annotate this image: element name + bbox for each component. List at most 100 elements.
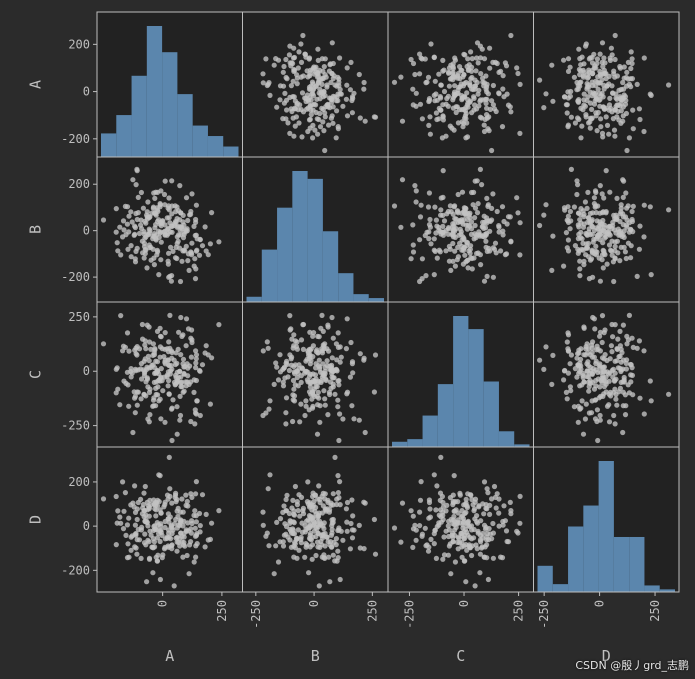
scatter-point: [496, 69, 502, 75]
scatter-point: [419, 531, 425, 537]
scatter-point: [330, 516, 336, 523]
scatter-point: [583, 252, 589, 258]
scatter-point: [266, 406, 272, 412]
scatter-point: [144, 579, 150, 585]
scatter-point: [587, 125, 593, 131]
scatter-point: [126, 515, 132, 521]
y-tick-label: -200: [61, 563, 90, 577]
scatter-point: [167, 312, 173, 318]
panel-D-vs-D: [533, 446, 680, 593]
scatter-point: [362, 500, 368, 506]
scatter-point: [445, 552, 451, 558]
scatter-point: [666, 391, 672, 397]
scatter-point: [183, 527, 189, 533]
scatter-point: [120, 218, 127, 224]
scatter-point: [634, 345, 640, 351]
scatter-point: [306, 86, 313, 92]
scatter-point: [463, 496, 469, 502]
scatter-point: [617, 258, 623, 264]
scatter-point: [332, 454, 338, 460]
scatter-point: [413, 537, 419, 543]
scatter-point: [543, 91, 549, 97]
scatter-point: [438, 195, 444, 201]
scatter-point: [178, 352, 184, 358]
scatter-point: [465, 518, 471, 525]
scatter-point: [565, 95, 572, 101]
scatter-point: [515, 210, 521, 216]
histogram-bar: [146, 26, 163, 157]
scatter-point: [173, 350, 179, 356]
scatter-point: [335, 404, 341, 410]
scatter-point: [132, 483, 138, 489]
scatter-point: [171, 222, 177, 229]
scatter-point: [641, 55, 647, 61]
scatter-point: [157, 344, 163, 350]
scatter-point: [321, 64, 327, 70]
scatter-point: [454, 104, 460, 110]
scatter-point: [578, 363, 584, 369]
histogram-bar: [644, 585, 660, 592]
scatter-point: [465, 491, 471, 497]
scatter-point: [479, 224, 485, 230]
histogram-bar: [407, 439, 423, 447]
scatter-point: [177, 245, 183, 251]
scatter-point: [550, 98, 556, 104]
scatter-point: [293, 114, 299, 120]
scatter-point: [319, 105, 325, 111]
scatter-point: [443, 248, 449, 254]
panel-background: [533, 157, 679, 302]
scatter-point: [576, 97, 582, 103]
scatter-point: [565, 68, 572, 74]
panel-A-vs-C: [387, 11, 534, 158]
scatter-point: [480, 219, 486, 225]
scatter-point: [485, 576, 491, 583]
scatter-point: [459, 237, 465, 243]
scatter-point: [132, 256, 138, 262]
scatter-point: [490, 191, 496, 197]
scatter-point: [620, 79, 626, 86]
scatter-point: [417, 214, 424, 220]
scatter-point: [626, 390, 633, 396]
scatter-point: [433, 507, 439, 513]
scatter-point: [613, 396, 619, 402]
scatter-point: [349, 110, 355, 116]
scatter-point: [343, 506, 349, 512]
scatter-point: [328, 500, 334, 506]
scatter-point: [150, 570, 156, 576]
scatter-point: [549, 381, 555, 387]
scatter-point: [599, 355, 606, 361]
scatter-point: [417, 509, 423, 515]
scatter-point: [599, 339, 605, 346]
panel-C-vs-D: [533, 301, 680, 448]
scatter-point: [177, 217, 183, 223]
scatter-point: [590, 210, 596, 216]
scatter-point: [319, 542, 325, 548]
scatter-point: [459, 95, 465, 101]
scatter-point: [291, 511, 297, 517]
scatter-point: [483, 86, 489, 92]
scatter-point: [312, 127, 318, 133]
scatter-point: [441, 218, 448, 224]
scatter-point: [126, 213, 132, 219]
scatter-point: [294, 536, 300, 542]
scatter-point: [419, 256, 425, 262]
scatter-point: [100, 341, 107, 347]
scatter-point: [425, 548, 432, 554]
scatter-point: [575, 419, 581, 425]
scatter-point: [614, 346, 621, 352]
scatter-point: [456, 84, 462, 90]
scatter-point: [585, 359, 591, 365]
scatter-point: [505, 214, 512, 220]
scatter-point: [620, 379, 626, 385]
scatter-point: [189, 191, 195, 197]
scatter-point: [154, 359, 161, 365]
scatter-point: [647, 204, 653, 210]
scatter-point: [469, 64, 475, 70]
scatter-point: [485, 202, 491, 208]
scatter-point: [186, 571, 192, 577]
watermark: CSDN @殷丿grd_志鹏: [575, 659, 689, 672]
scatter-point: [120, 479, 126, 485]
scatter-point: [590, 314, 596, 321]
scatter-point: [344, 316, 350, 322]
scatter-point: [455, 191, 461, 198]
